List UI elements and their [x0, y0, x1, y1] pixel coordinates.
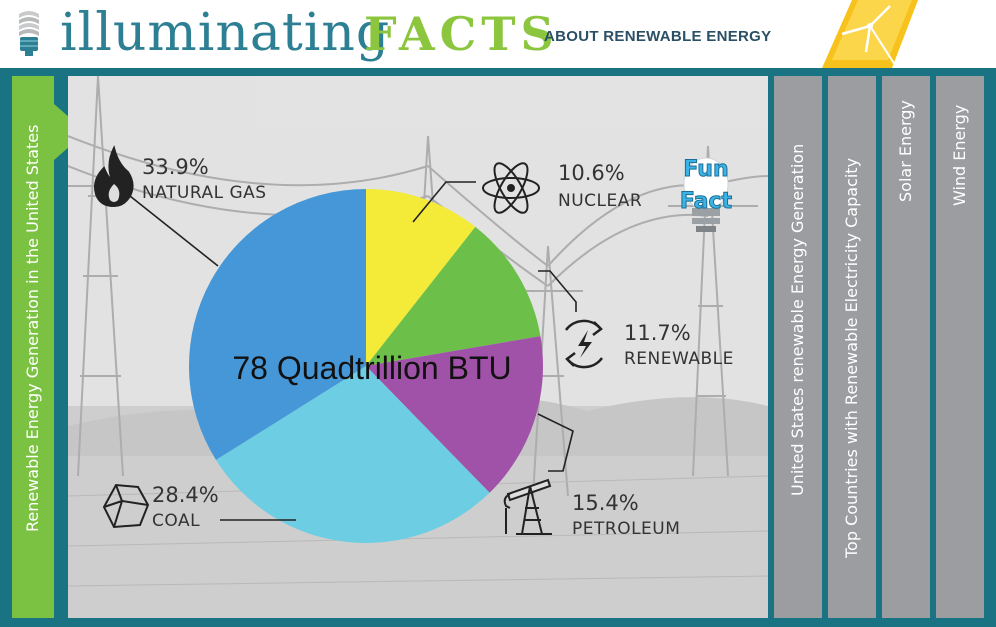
tab-label: Solar Energy	[896, 100, 915, 202]
natural-gas-label: NATURAL GAS	[142, 183, 267, 203]
sun-wind-turbine-icon	[822, 0, 996, 68]
pie-slice-renewable	[366, 226, 541, 366]
pie-chart: Fun Fact 10.6% NUCLEAR 11.7% RENEWABLE 1…	[68, 76, 768, 618]
leader-line-nuclear	[412, 181, 476, 223]
leader-line-renewable	[538, 270, 577, 312]
tab-label: Wind Energy	[950, 104, 969, 206]
atom-icon	[482, 162, 540, 214]
natural-gas-percent: 33.9%	[142, 155, 209, 179]
fun-fact-line1: Fun	[683, 157, 728, 182]
lightbulb-logo-icon	[19, 11, 39, 56]
coal-label: COAL	[152, 511, 200, 531]
tab-label: Top Countries with Renewable Electricity…	[842, 157, 861, 558]
pie-center-label: 78 Quadtrillion BTU	[232, 350, 511, 386]
petroleum-label: PETROLEUM	[572, 519, 680, 539]
coal-icon	[102, 483, 150, 529]
brand-facts: FACTS	[364, 7, 559, 61]
tab-renewable-generation-us[interactable]: Renewable Energy Generation in the Unite…	[12, 76, 54, 618]
tab-wind-energy[interactable]: Wind Energy	[936, 76, 984, 618]
tab-solar-energy[interactable]: Solar Energy	[882, 76, 930, 618]
pie-slice-natural-gas	[188, 189, 366, 460]
nuclear-percent: 10.6%	[558, 161, 625, 185]
coal-percent: 28.4%	[152, 483, 219, 507]
pie-slice-petroleum	[366, 336, 544, 493]
brand-illuminating: illuminating	[60, 3, 391, 63]
fun-fact-line2: Fact	[680, 189, 733, 214]
oil-pump-icon	[503, 478, 552, 535]
renewable-label: RENEWABLE	[624, 349, 734, 369]
flame-icon	[94, 145, 134, 208]
tab-top-countries[interactable]: Top Countries with Renewable Electricity…	[828, 76, 876, 618]
tab-label: Renewable Energy Generation in the Unite…	[23, 124, 42, 532]
chart-panel: Fun Fact 10.6% NUCLEAR 11.7% RENEWABLE 1…	[68, 76, 768, 618]
renewable-bolt-icon	[564, 319, 604, 369]
header: illuminating FACTS ABOUT RENEWABLE ENERG…	[0, 0, 996, 68]
pie-slice-coal	[215, 366, 490, 544]
tab-label: United States renewable Energy Generatio…	[788, 143, 807, 496]
renewable-percent: 11.7%	[624, 321, 691, 345]
pie-slices	[188, 189, 544, 544]
pie-slice-nuclear	[366, 189, 476, 366]
leader-line-petroleum	[537, 413, 574, 472]
leader-lines	[129, 181, 577, 521]
fun-fact-badge[interactable]: Fun Fact	[679, 157, 733, 232]
nuclear-label: NUCLEAR	[558, 191, 642, 211]
tab-us-renewable-generation[interactable]: United States renewable Energy Generatio…	[774, 76, 822, 618]
petroleum-percent: 15.4%	[572, 491, 639, 515]
tagline: ABOUT RENEWABLE ENERGY	[544, 28, 772, 45]
leader-line-natural-gas	[129, 195, 219, 267]
